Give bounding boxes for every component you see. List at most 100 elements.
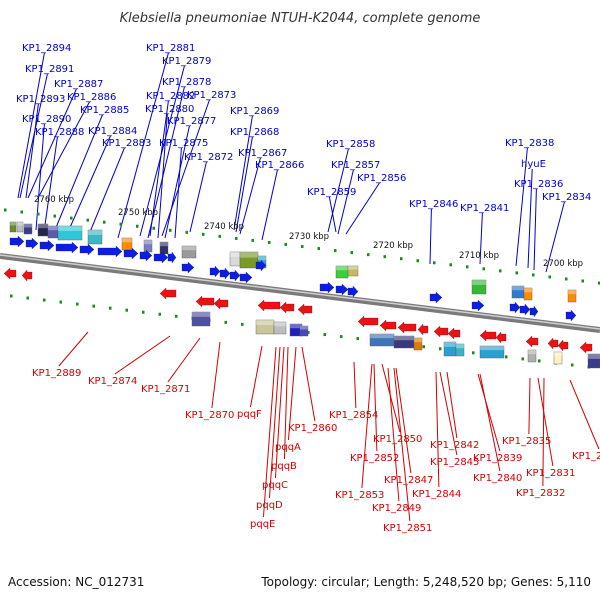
gene-arrow-reverse [433, 325, 449, 338]
gene-arrow-forward [471, 299, 485, 312]
tick-mark [119, 222, 122, 226]
tick-mark [152, 226, 155, 230]
gene-label-top: KP1_2841 [460, 203, 509, 214]
tick-mark [571, 363, 574, 367]
feature-box-bottom-shine [274, 322, 286, 327]
gene-label-bottom: KP1_2889 [32, 368, 81, 379]
leader-line-top [345, 182, 380, 235]
gene-arrow-forward [97, 245, 123, 258]
gene-label-bottom: pqqB [271, 461, 297, 472]
tick-mark [548, 275, 551, 279]
gene-label-top: KP1_2885 [80, 105, 129, 116]
gene-arrow-reverse [21, 269, 33, 282]
feature-box-bottom-shine [290, 324, 302, 329]
leader-line-bottom [477, 373, 501, 452]
feature-box-bottom-shine [256, 320, 274, 325]
gene-label-bottom: KP1_2835 [502, 436, 551, 447]
leader-line-top [189, 161, 207, 233]
tick-mark [241, 322, 244, 326]
leader-line-top [149, 100, 169, 237]
feature-box-top-shine [348, 266, 358, 270]
feature-box-top-shine [240, 252, 258, 258]
gene-label-bottom: KP1_2854 [329, 410, 378, 421]
leader-line-top [37, 101, 90, 199]
gene-label-bottom: KP1_2860 [288, 423, 337, 434]
gene-label-top: KP1_2881 [146, 43, 195, 54]
accession-text: Accession: NC_012731 [8, 575, 144, 589]
feature-box-top [181, 245, 197, 259]
leader-line-top [533, 188, 537, 271]
leader-line-top [328, 196, 337, 233]
genome-backbone [0, 253, 600, 333]
tick-mark [515, 271, 518, 275]
leader-line-top [139, 65, 185, 237]
tick-mark [598, 281, 600, 285]
gene-arrow-forward [429, 291, 443, 304]
gene-arrow-reverse [213, 297, 229, 310]
tick-mark [4, 208, 7, 212]
tick-mark [356, 337, 359, 341]
feature-box-top [347, 265, 359, 277]
feature-box-bottom-shine [456, 344, 464, 349]
gene-arrow-forward [25, 237, 39, 250]
gene-arrow-forward [565, 309, 577, 322]
feature-box-top-shine [258, 256, 266, 261]
gene-arrow-reverse [447, 327, 461, 340]
gene-arrow-reverse [417, 323, 429, 336]
tick-mark [439, 347, 442, 351]
gene-label-top: KP1_2877 [167, 116, 216, 127]
tick-mark [185, 230, 188, 234]
tick-mark [10, 294, 13, 298]
tick-mark [400, 257, 403, 261]
tick-mark [26, 296, 29, 300]
gene-arrow-reverse [257, 299, 281, 312]
gene-arrow-forward [335, 283, 349, 296]
gene-arrow-forward [509, 301, 521, 314]
tick-mark [43, 298, 46, 302]
tick-mark [235, 236, 238, 240]
gene-arrow-reverse [547, 337, 559, 350]
gene-arrow-forward [219, 267, 231, 280]
leader-line-top [157, 113, 168, 239]
kbp-scale: 2760 kbp 2750 kbp 2740 kbp 2730 kbp 2720 kbp… [34, 195, 583, 269]
gene-label-top: KP1_2838 [505, 138, 554, 149]
leader-line-bottom [387, 367, 400, 502]
leader-line-bottom [249, 345, 263, 408]
kbp-tick-label: 2750 kbp [118, 208, 158, 218]
leader-line-top [174, 147, 182, 239]
leader-line-bottom [542, 377, 545, 487]
feature-box-bottom [527, 349, 537, 363]
gene-label-top: KP1_2878 [162, 77, 211, 88]
gene-arrow-forward [319, 281, 335, 294]
feature-box-top [16, 221, 24, 233]
gene-label-top: KP1_2873 [187, 90, 236, 101]
feature-box-bottom-shine [554, 352, 562, 357]
leader-line-bottom [435, 371, 440, 488]
feature-box-top [471, 279, 487, 295]
gene-arrow-reverse [579, 341, 593, 354]
gene-arrow-forward [139, 249, 153, 262]
tick-mark [334, 249, 337, 253]
gene-label-top: KP1_2872 [184, 152, 233, 163]
feature-box-bottom [455, 343, 465, 357]
top-gene-labels: KP1_2894 KP1_2891 KP1_2887 KP1_2893 KP1_2886… [16, 43, 591, 214]
tick-mark [340, 335, 343, 339]
gene-label-top: KP1_2875 [159, 138, 208, 149]
feature-box-top-shine [524, 288, 532, 293]
gene-label-top: KP1_2888 [35, 127, 84, 138]
tick-mark [109, 306, 112, 310]
gene-label-top: KP1_2880 [145, 104, 194, 115]
feature-box-bottom-shine [394, 336, 414, 341]
tick-mark [323, 333, 326, 337]
leader-line-bottom [274, 346, 285, 479]
tick-mark [53, 214, 56, 218]
tick-mark [251, 238, 254, 242]
feature-box-top-shine [336, 266, 348, 271]
gene-label-bottom: KP1_2874 [88, 376, 137, 387]
gene-arrow-forward [529, 305, 539, 318]
kbp-tick-label: 2710 kbp [459, 251, 499, 261]
gene-label-top: KP1_2856 [357, 173, 406, 184]
tick-mark [422, 345, 425, 349]
gene-label-top: KP1_2893 [16, 94, 65, 105]
gene-arrow-forward [255, 259, 267, 272]
